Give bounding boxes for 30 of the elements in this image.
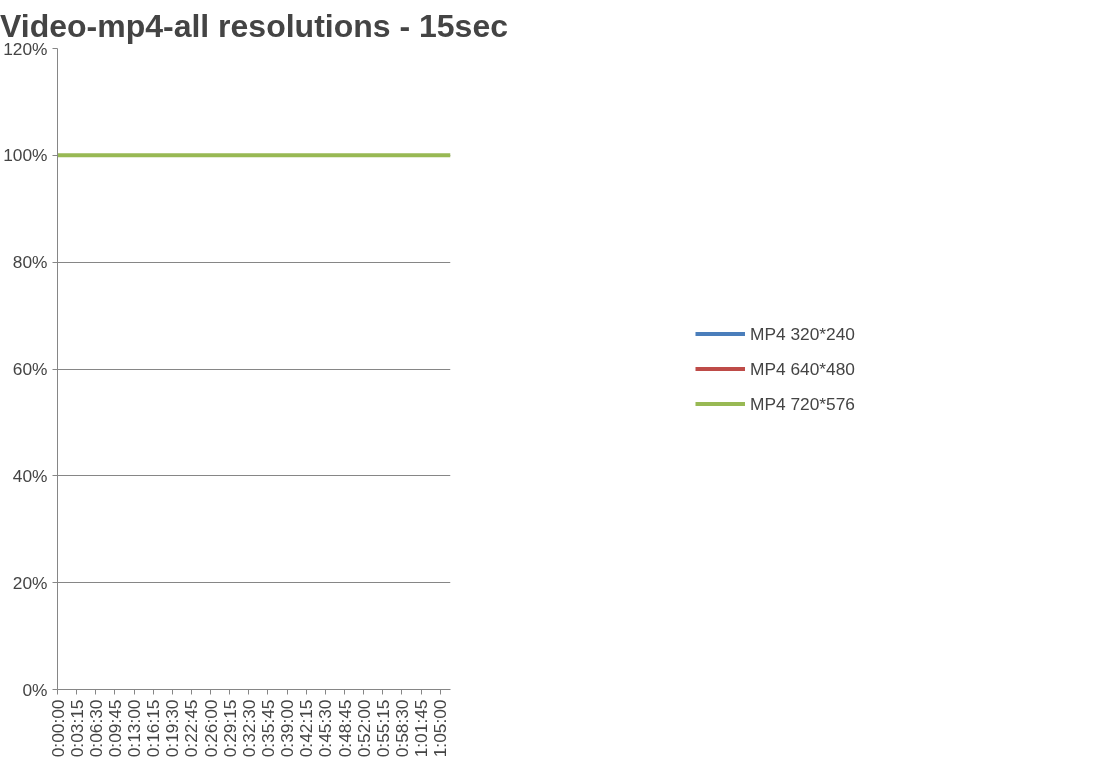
x-tick-label: 0:45:30: [315, 699, 336, 758]
x-tick-label: 0:42:15: [296, 699, 317, 758]
x-tick-label: 0:55:15: [372, 699, 393, 758]
x-tick-label: 0:16:15: [143, 699, 164, 758]
y-tick-label: 0%: [22, 679, 48, 700]
x-tick-label: 0:39:00: [277, 699, 298, 758]
legend-label: MP4 320*240: [749, 323, 856, 344]
x-tick-label: 0:58:30: [391, 699, 412, 758]
y-tick-label: 80%: [12, 252, 48, 273]
y-tick-label: 40%: [12, 465, 48, 486]
x-tick-label: 0:35:45: [257, 699, 278, 758]
x-tick-label: 1:05:00: [430, 699, 451, 758]
x-tick-label: 0:22:45: [181, 699, 202, 758]
x-tick-label: 0:06:30: [85, 699, 106, 758]
x-tick-label: 0:00:00: [47, 699, 68, 758]
x-tick-label: 0:52:00: [353, 699, 374, 758]
x-tick-label: 0:13:00: [124, 699, 145, 758]
y-tick-label: 100%: [3, 145, 48, 166]
x-tick-label: 0:09:45: [104, 699, 125, 758]
x-tick-label: 0:19:30: [162, 699, 183, 758]
legend-label: MP4 720*576: [749, 393, 856, 414]
x-tick-label: 0:03:15: [66, 699, 87, 758]
x-tick-label: 0:32:30: [238, 699, 259, 758]
x-tick-label: 0:29:15: [219, 699, 240, 758]
legend-label: MP4 640*480: [749, 358, 856, 379]
x-tick-label: 0:48:45: [334, 699, 355, 758]
y-tick-label: 20%: [12, 572, 48, 593]
x-tick-label: 1:01:45: [411, 699, 432, 758]
x-tick-label: 0:26:00: [200, 699, 221, 758]
y-tick-label: 60%: [12, 359, 48, 379]
